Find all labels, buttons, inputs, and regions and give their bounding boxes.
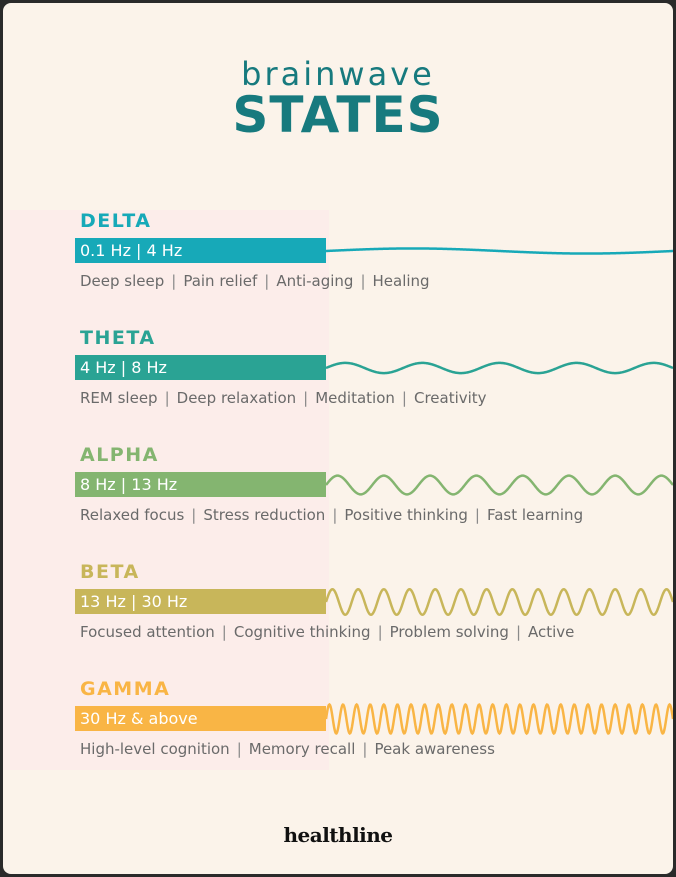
state-alpha: ALPHA 8 Hz | 13 Hz Relaxed focus | Stress re… [3, 444, 673, 544]
effect-item: Peak awareness [374, 740, 495, 758]
effects-list: Deep sleep | Pain relief | Anti-aging | Healin… [80, 272, 430, 290]
effects-list: REM sleep | Deep relaxation | Meditation | Cre… [80, 389, 487, 407]
separator: | [236, 740, 242, 758]
effect-item: REM sleep [80, 389, 158, 407]
state-name: DELTA [80, 210, 152, 232]
effects-list: Relaxed focus | Stress reduction | Positive … [80, 506, 583, 524]
separator: | [303, 389, 309, 407]
separator: | [515, 623, 522, 641]
frequency-range: 4 Hz | 8 Hz [80, 358, 167, 377]
state-beta: BETA 13 Hz | 30 Hz Focused attention | Cogni… [3, 561, 673, 661]
wave-line [326, 361, 673, 375]
effects-list: High-level cognition | Memory recall | Peak … [80, 740, 495, 758]
frequency-range: 30 Hz & above [80, 709, 198, 728]
state-theta: THETA 4 Hz | 8 Hz REM sleep | Deep relaxatio… [3, 327, 673, 427]
effect-item: Fast learning [486, 506, 584, 524]
state-delta: DELTA 0.1 Hz | 4 Hz Deep sleep | Pain relief… [3, 210, 673, 310]
separator: | [191, 506, 197, 524]
effect-item: Cognitive thinking [233, 623, 371, 641]
effect-item: Pain relief [183, 272, 258, 290]
frequency-bar: 13 Hz | 30 Hz [75, 589, 326, 614]
frequency-bar: 8 Hz | 13 Hz [75, 472, 326, 497]
effect-item: Problem solving [389, 623, 509, 641]
state-name: BETA [80, 561, 140, 583]
separator: | [474, 506, 480, 524]
effect-item: Healing [372, 272, 430, 290]
effect-item: Positive thinking [344, 506, 468, 524]
separator: | [401, 389, 407, 407]
healthline-logo: healthline [283, 823, 393, 847]
wave-graphic [326, 702, 673, 736]
frequency-range: 0.1 Hz | 4 Hz [80, 241, 183, 260]
effect-item: Anti-aging [276, 272, 354, 290]
effect-item: High-level cognition [80, 740, 230, 758]
state-name: ALPHA [80, 444, 159, 466]
wave-line [326, 247, 673, 255]
wave-line [326, 474, 673, 496]
wave-graphic [326, 474, 673, 496]
title-small: brainwave [241, 55, 435, 93]
frequency-range: 8 Hz | 13 Hz [80, 475, 178, 494]
separator: | [264, 272, 270, 290]
state-gamma: GAMMA 30 Hz & above High-level cognition | M… [3, 678, 673, 778]
effect-item: Stress reduction [203, 506, 326, 524]
separator: | [332, 506, 338, 524]
state-name: GAMMA [80, 678, 171, 700]
frequency-bar: 4 Hz | 8 Hz [75, 355, 326, 380]
effect-item: Deep sleep [80, 272, 165, 290]
effect-item: Focused attention [80, 623, 215, 641]
wave-line [326, 702, 673, 736]
wave-graphic [326, 361, 673, 375]
effect-item: Deep relaxation [176, 389, 297, 407]
effect-item: Relaxed focus [80, 506, 185, 524]
separator: | [362, 740, 368, 758]
separator: | [377, 623, 383, 641]
separator: | [164, 389, 170, 407]
infographic-card: brainwave STATES DELTA 0.1 Hz | 4 Hz Deep … [3, 3, 673, 874]
wave-graphic [326, 247, 673, 255]
effect-item: Meditation [315, 389, 395, 407]
frequency-bar: 0.1 Hz | 4 Hz [75, 238, 326, 263]
effect-item: Memory recall [248, 740, 356, 758]
effects-list: Focused attention | Cognitive thinking | Pro… [80, 623, 574, 641]
frequency-bar: 30 Hz & above [75, 706, 326, 731]
wave-graphic [326, 587, 673, 617]
separator: | [221, 623, 227, 641]
frequency-range: 13 Hz | 30 Hz [80, 592, 188, 611]
title-big: STATES [232, 86, 444, 144]
wave-line [326, 587, 673, 617]
separator: | [360, 272, 366, 290]
effect-item: Creativity [413, 389, 487, 407]
state-name: THETA [80, 327, 156, 349]
separator: | [171, 272, 177, 290]
effect-item: Active [528, 623, 575, 641]
